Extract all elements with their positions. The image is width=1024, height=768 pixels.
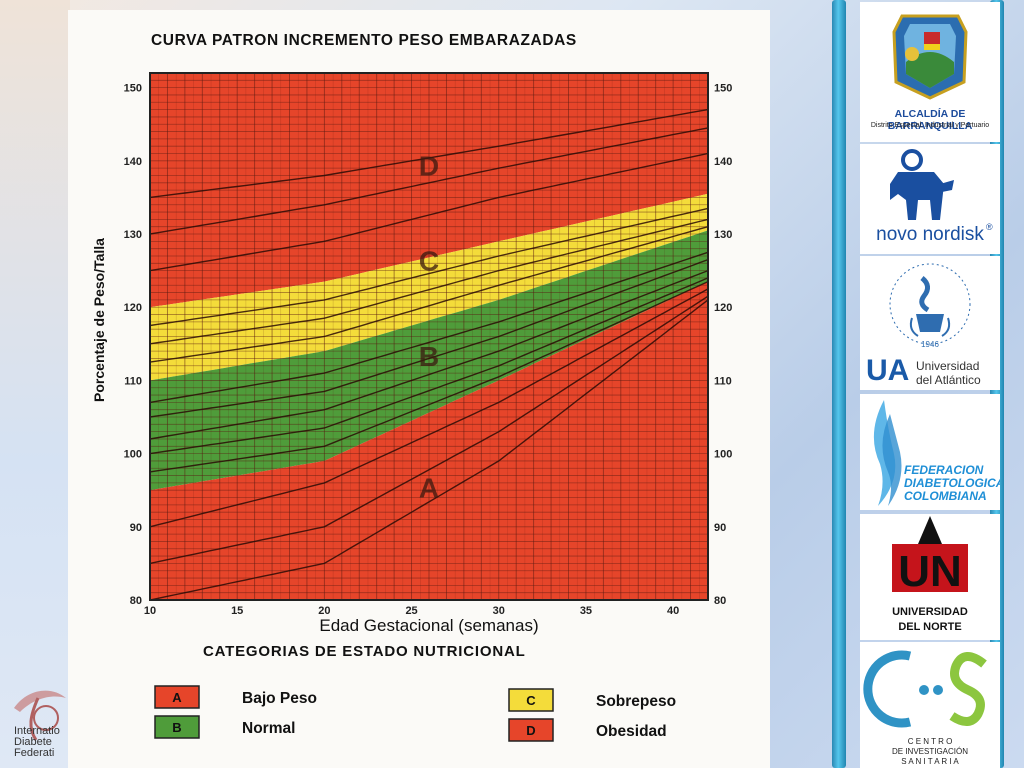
alcaldia-shield-icon (892, 14, 968, 100)
legend-label-a: Bajo Peso (242, 690, 317, 707)
fdc-flame-icon (873, 400, 902, 506)
novo-nordisk-logo: novo nordisk ® (860, 144, 1000, 254)
x-axis-label: Edad Gestacional (semanas) (319, 616, 538, 635)
series-line-13 (149, 295, 709, 565)
legend-swatch-d (508, 718, 554, 742)
legend-label-c: Sobrepeso (596, 693, 676, 710)
ua-seal-year: 1946 (921, 340, 939, 349)
x-tick-label: 30 (493, 605, 505, 617)
un-monogram: UN (898, 547, 962, 596)
y-tick-label-left: 130 (124, 229, 142, 241)
federacion-diabetologica-logo: FEDERACION DIABETOLOGICA COLOMBIANA (860, 394, 1000, 510)
x-tick-label: 15 (231, 605, 243, 617)
x-tick-label: 35 (580, 605, 592, 617)
cis-name-line1: C E N T R O (907, 737, 953, 746)
alcaldia-subtitle: Distrito Especial, Industrial y Portuari… (870, 122, 990, 129)
un-emblem-icon: UN (892, 516, 968, 596)
alcaldia-logo: ALCALDÍA DE BARRANQUILLA Distrito Especi… (860, 2, 1000, 142)
series-line-10 (149, 277, 709, 455)
y-tick-label-right: 120 (714, 302, 732, 314)
y-tick-label-right: 130 (714, 229, 732, 241)
series-line-12 (149, 288, 709, 528)
y-tick-label-right: 140 (714, 156, 732, 168)
legend-label-b: Normal (242, 720, 295, 737)
un-name-line2: DEL NORTE (898, 621, 962, 633)
x-tick-label: 10 (144, 605, 156, 617)
series-line-3 (149, 152, 709, 272)
y-tick-label-left: 120 (124, 302, 142, 314)
legend-letter-a: A (172, 690, 182, 705)
y-axis-label: Porcentaje de Peso/Talla (91, 238, 107, 402)
y-tick-label-right: 150 (714, 83, 732, 95)
series-line-5 (149, 218, 709, 345)
zone-letter-b: B (419, 341, 439, 372)
series-line-8 (149, 258, 709, 418)
cis-name-line2: DE INVESTIGACIÓN (891, 747, 968, 756)
legend-swatch-b (154, 715, 200, 739)
universidad-norte-logo: UN UNIVERSIDAD DEL NORTE (860, 514, 1000, 640)
un-name-line1: UNIVERSIDAD (892, 606, 968, 618)
sidebar-accent-bar-left (832, 0, 846, 768)
zone-letter-d: D (419, 150, 439, 181)
universidad-atlantico-logo: 1946 UA Universidad del Atlántico (860, 256, 1000, 390)
series-line-6 (149, 226, 709, 363)
alcaldia-name: ALCALDÍA DE BARRANQUILLA (887, 108, 973, 132)
legend-letter-b: B (172, 720, 181, 735)
zone-letter-a: A (419, 473, 439, 504)
idf-logo-icon (14, 690, 66, 741)
cis-name-line3: S A N I T A R I A (901, 757, 959, 766)
legend-swatch-c (508, 688, 554, 712)
series-line-4 (149, 207, 709, 327)
y-tick-label-left: 140 (124, 156, 142, 168)
novo-nordisk-registered-mark: ® (986, 222, 993, 232)
y-tick-label-left: 110 (124, 375, 142, 387)
idf-logo-text: Internatio Diabete Federati (14, 725, 60, 759)
ua-seal-icon (889, 263, 971, 345)
zone-letter-c: C (419, 246, 439, 277)
series-line-7 (149, 251, 709, 404)
y-tick-label-right: 100 (714, 449, 732, 461)
centro-investigacion-logo: C E N T R O DE INVESTIGACIÓN S A N I T A… (860, 642, 1000, 768)
chart-svg: 80 80 90 90 100 100 110 110 120 120 130 130 140 140 15… (91, 32, 732, 742)
x-tick-label: 40 (667, 605, 679, 617)
fdc-name: FEDERACION DIABETOLOGICA COLOMBIANA (904, 463, 1000, 503)
y-tick-label-right: 110 (714, 375, 732, 387)
chart-paper: 80 80 90 90 100 100 110 110 120 120 130 130 140 140 15… (68, 10, 770, 768)
y-tick-label-left: 90 (130, 522, 142, 534)
legend-title: CATEGORIAS DE ESTADO NUTRICIONAL (203, 643, 526, 660)
cis-emblem-icon (863, 650, 987, 728)
y-tick-label-left: 150 (124, 83, 142, 95)
slide-background-left (0, 0, 70, 768)
series-line-9 (149, 269, 709, 440)
chart-title: CURVA PATRON INCREMENTO PESO EMBARAZADAS (151, 32, 577, 49)
x-tick-label: 20 (318, 605, 330, 617)
y-tick-label-left: 100 (124, 449, 142, 461)
legend-swatch-a (154, 685, 200, 709)
series-line-1 (149, 108, 709, 199)
series-line-11 (149, 280, 709, 473)
series-line-2 (149, 127, 709, 235)
novo-nordisk-bull-icon (890, 149, 954, 220)
series-line-14 (149, 299, 709, 601)
ua-name-line2: del Atlántico (916, 373, 981, 387)
ua-name-line1: Universidad (916, 359, 980, 373)
novo-nordisk-name: novo nordisk (876, 224, 984, 245)
y-tick-label-right: 80 (714, 595, 726, 607)
y-tick-label-right: 90 (714, 522, 726, 534)
legend-letter-d: D (526, 723, 535, 738)
y-tick-label-left: 80 (130, 595, 142, 607)
x-tick-label: 25 (405, 605, 417, 617)
legend-letter-c: C (526, 693, 536, 708)
ua-monogram: UA (866, 354, 910, 387)
legend-label-d: Obesidad (596, 723, 667, 740)
plot-border (149, 72, 709, 601)
